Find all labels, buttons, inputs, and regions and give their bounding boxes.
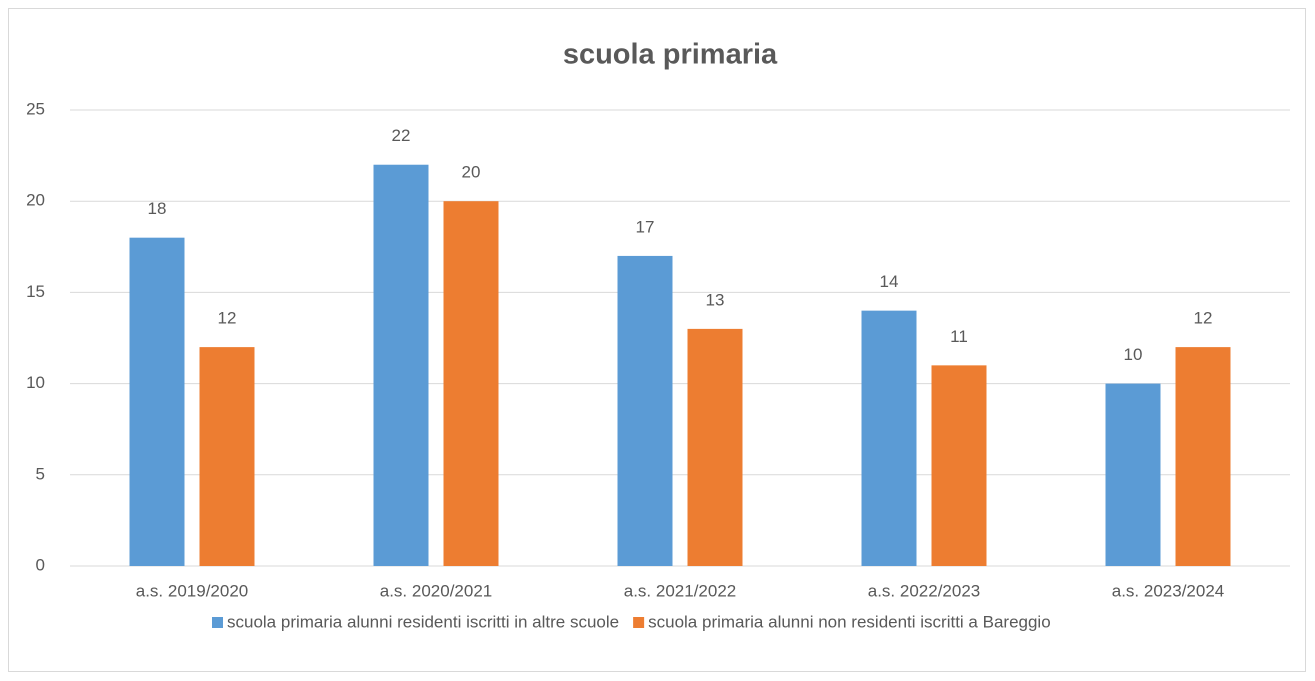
y-tick-label: 15	[26, 282, 45, 301]
bar	[199, 347, 255, 566]
data-label: 12	[1194, 309, 1213, 328]
legend-swatch	[212, 617, 223, 628]
bar	[373, 164, 429, 566]
legend-label: scuola primaria alunni residenti iscritt…	[227, 612, 619, 631]
data-label: 11	[950, 327, 968, 346]
chart-title: scuola primaria	[563, 39, 778, 71]
x-tick-label: a.s. 2023/2024	[1112, 581, 1224, 600]
bar	[617, 255, 673, 567]
data-label: 22	[392, 126, 411, 145]
data-label: 18	[148, 199, 167, 218]
bar	[687, 328, 743, 566]
data-label: 20	[462, 163, 481, 182]
legend-label: scuola primaria alunni non residenti isc…	[648, 612, 1051, 631]
data-label: 14	[880, 272, 899, 291]
y-tick-label: 20	[26, 191, 45, 210]
data-label: 17	[636, 217, 655, 236]
bar	[1175, 347, 1231, 566]
data-label: 12	[218, 309, 237, 328]
x-tick-label: a.s. 2022/2023	[868, 581, 980, 600]
y-tick-label: 10	[26, 373, 45, 392]
y-tick-label: 0	[36, 555, 45, 574]
bar	[129, 237, 185, 566]
legend-swatch	[633, 617, 645, 628]
bar	[443, 201, 499, 566]
y-tick-label: 5	[36, 464, 45, 483]
x-tick-label: a.s. 2021/2022	[624, 581, 736, 600]
y-tick-label: 25	[26, 99, 45, 118]
bar	[931, 365, 987, 566]
bar	[1105, 383, 1161, 566]
x-tick-label: a.s. 2020/2021	[380, 581, 492, 600]
x-tick-label: a.s. 2019/2020	[136, 581, 248, 600]
data-label: 10	[1124, 345, 1143, 364]
bar	[861, 310, 917, 566]
data-label: 13	[706, 290, 725, 309]
